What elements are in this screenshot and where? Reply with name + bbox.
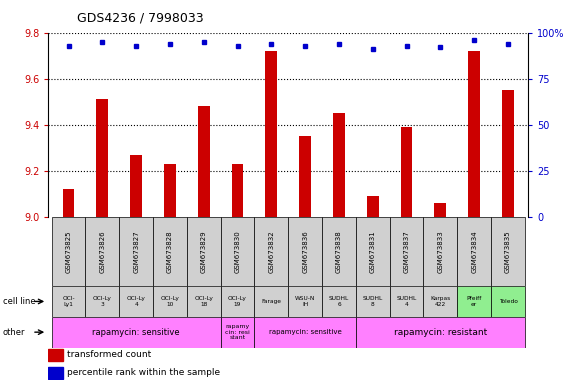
Bar bbox=[220, 217, 254, 286]
Text: GDS4236 / 7998033: GDS4236 / 7998033 bbox=[77, 12, 203, 25]
Text: SUDHL
8: SUDHL 8 bbox=[362, 296, 383, 307]
Bar bbox=[390, 217, 424, 286]
Bar bbox=[52, 317, 220, 348]
Text: rapamycin: resistant: rapamycin: resistant bbox=[394, 328, 487, 337]
Text: GSM673829: GSM673829 bbox=[201, 230, 207, 273]
Text: GSM673836: GSM673836 bbox=[302, 230, 308, 273]
Text: GSM673838: GSM673838 bbox=[336, 230, 342, 273]
Text: WSU-N
IH: WSU-N IH bbox=[295, 296, 315, 307]
Text: rapamy
cin: resi
stant: rapamy cin: resi stant bbox=[225, 324, 250, 341]
Bar bbox=[220, 317, 254, 348]
Text: other: other bbox=[3, 328, 26, 337]
Bar bbox=[265, 51, 277, 217]
Text: OCI-Ly
19: OCI-Ly 19 bbox=[228, 296, 247, 307]
Text: GSM673828: GSM673828 bbox=[167, 230, 173, 273]
Text: OCI-Ly
3: OCI-Ly 3 bbox=[93, 296, 112, 307]
Bar bbox=[153, 286, 187, 317]
Text: Karpas
422: Karpas 422 bbox=[430, 296, 450, 307]
Bar bbox=[164, 164, 176, 217]
Bar bbox=[232, 164, 244, 217]
Text: Toledo: Toledo bbox=[499, 299, 517, 304]
Text: GSM673834: GSM673834 bbox=[471, 230, 477, 273]
Bar bbox=[333, 113, 345, 217]
Text: cell line: cell line bbox=[3, 297, 35, 306]
Text: rapamycin: sensitive: rapamycin: sensitive bbox=[93, 328, 180, 337]
Text: GSM673832: GSM673832 bbox=[268, 230, 274, 273]
Text: percentile rank within the sample: percentile rank within the sample bbox=[68, 368, 220, 377]
Bar bbox=[356, 317, 525, 348]
Bar bbox=[491, 286, 525, 317]
Bar bbox=[119, 217, 153, 286]
Bar bbox=[367, 196, 379, 217]
Text: GSM673830: GSM673830 bbox=[235, 230, 241, 273]
Text: GSM673831: GSM673831 bbox=[370, 230, 376, 273]
Bar bbox=[62, 189, 74, 217]
Text: OCI-Ly
4: OCI-Ly 4 bbox=[127, 296, 145, 307]
Bar bbox=[119, 286, 153, 317]
Bar bbox=[254, 317, 356, 348]
Bar bbox=[356, 217, 390, 286]
Text: GSM673826: GSM673826 bbox=[99, 230, 105, 273]
Text: Farage: Farage bbox=[261, 299, 281, 304]
Bar bbox=[52, 217, 85, 286]
Bar bbox=[390, 286, 424, 317]
Text: GSM673833: GSM673833 bbox=[437, 230, 444, 273]
Bar bbox=[52, 286, 85, 317]
Bar bbox=[424, 217, 457, 286]
Bar bbox=[435, 203, 446, 217]
Bar bbox=[254, 217, 289, 286]
Bar bbox=[424, 286, 457, 317]
Text: OCI-
Ly1: OCI- Ly1 bbox=[62, 296, 75, 307]
Text: GSM673837: GSM673837 bbox=[403, 230, 410, 273]
Text: OCI-Ly
10: OCI-Ly 10 bbox=[161, 296, 179, 307]
Bar bbox=[288, 286, 322, 317]
Text: Pfeiff
er: Pfeiff er bbox=[466, 296, 482, 307]
Text: GSM673825: GSM673825 bbox=[65, 230, 72, 273]
Text: OCI-Ly
18: OCI-Ly 18 bbox=[194, 296, 213, 307]
Bar bbox=[254, 286, 289, 317]
Text: SUDHL
6: SUDHL 6 bbox=[329, 296, 349, 307]
Bar bbox=[130, 155, 142, 217]
Text: GSM673835: GSM673835 bbox=[505, 230, 511, 273]
Bar bbox=[299, 136, 311, 217]
Bar bbox=[85, 286, 119, 317]
Bar bbox=[48, 349, 62, 361]
Bar bbox=[468, 51, 480, 217]
Bar bbox=[356, 286, 390, 317]
Bar bbox=[187, 217, 220, 286]
Bar bbox=[457, 217, 491, 286]
Bar bbox=[153, 217, 187, 286]
Text: rapamycin: sensitive: rapamycin: sensitive bbox=[269, 329, 341, 335]
Text: transformed count: transformed count bbox=[68, 350, 152, 359]
Bar bbox=[322, 217, 356, 286]
Bar bbox=[400, 127, 412, 217]
Bar bbox=[502, 90, 514, 217]
Bar bbox=[198, 106, 210, 217]
Bar bbox=[322, 286, 356, 317]
Bar bbox=[491, 217, 525, 286]
Text: SUDHL
4: SUDHL 4 bbox=[396, 296, 417, 307]
Text: GSM673827: GSM673827 bbox=[133, 230, 139, 273]
Bar bbox=[457, 286, 491, 317]
Bar bbox=[187, 286, 220, 317]
Bar bbox=[48, 367, 62, 379]
Bar bbox=[288, 217, 322, 286]
Bar bbox=[85, 217, 119, 286]
Bar bbox=[220, 286, 254, 317]
Bar bbox=[97, 99, 108, 217]
